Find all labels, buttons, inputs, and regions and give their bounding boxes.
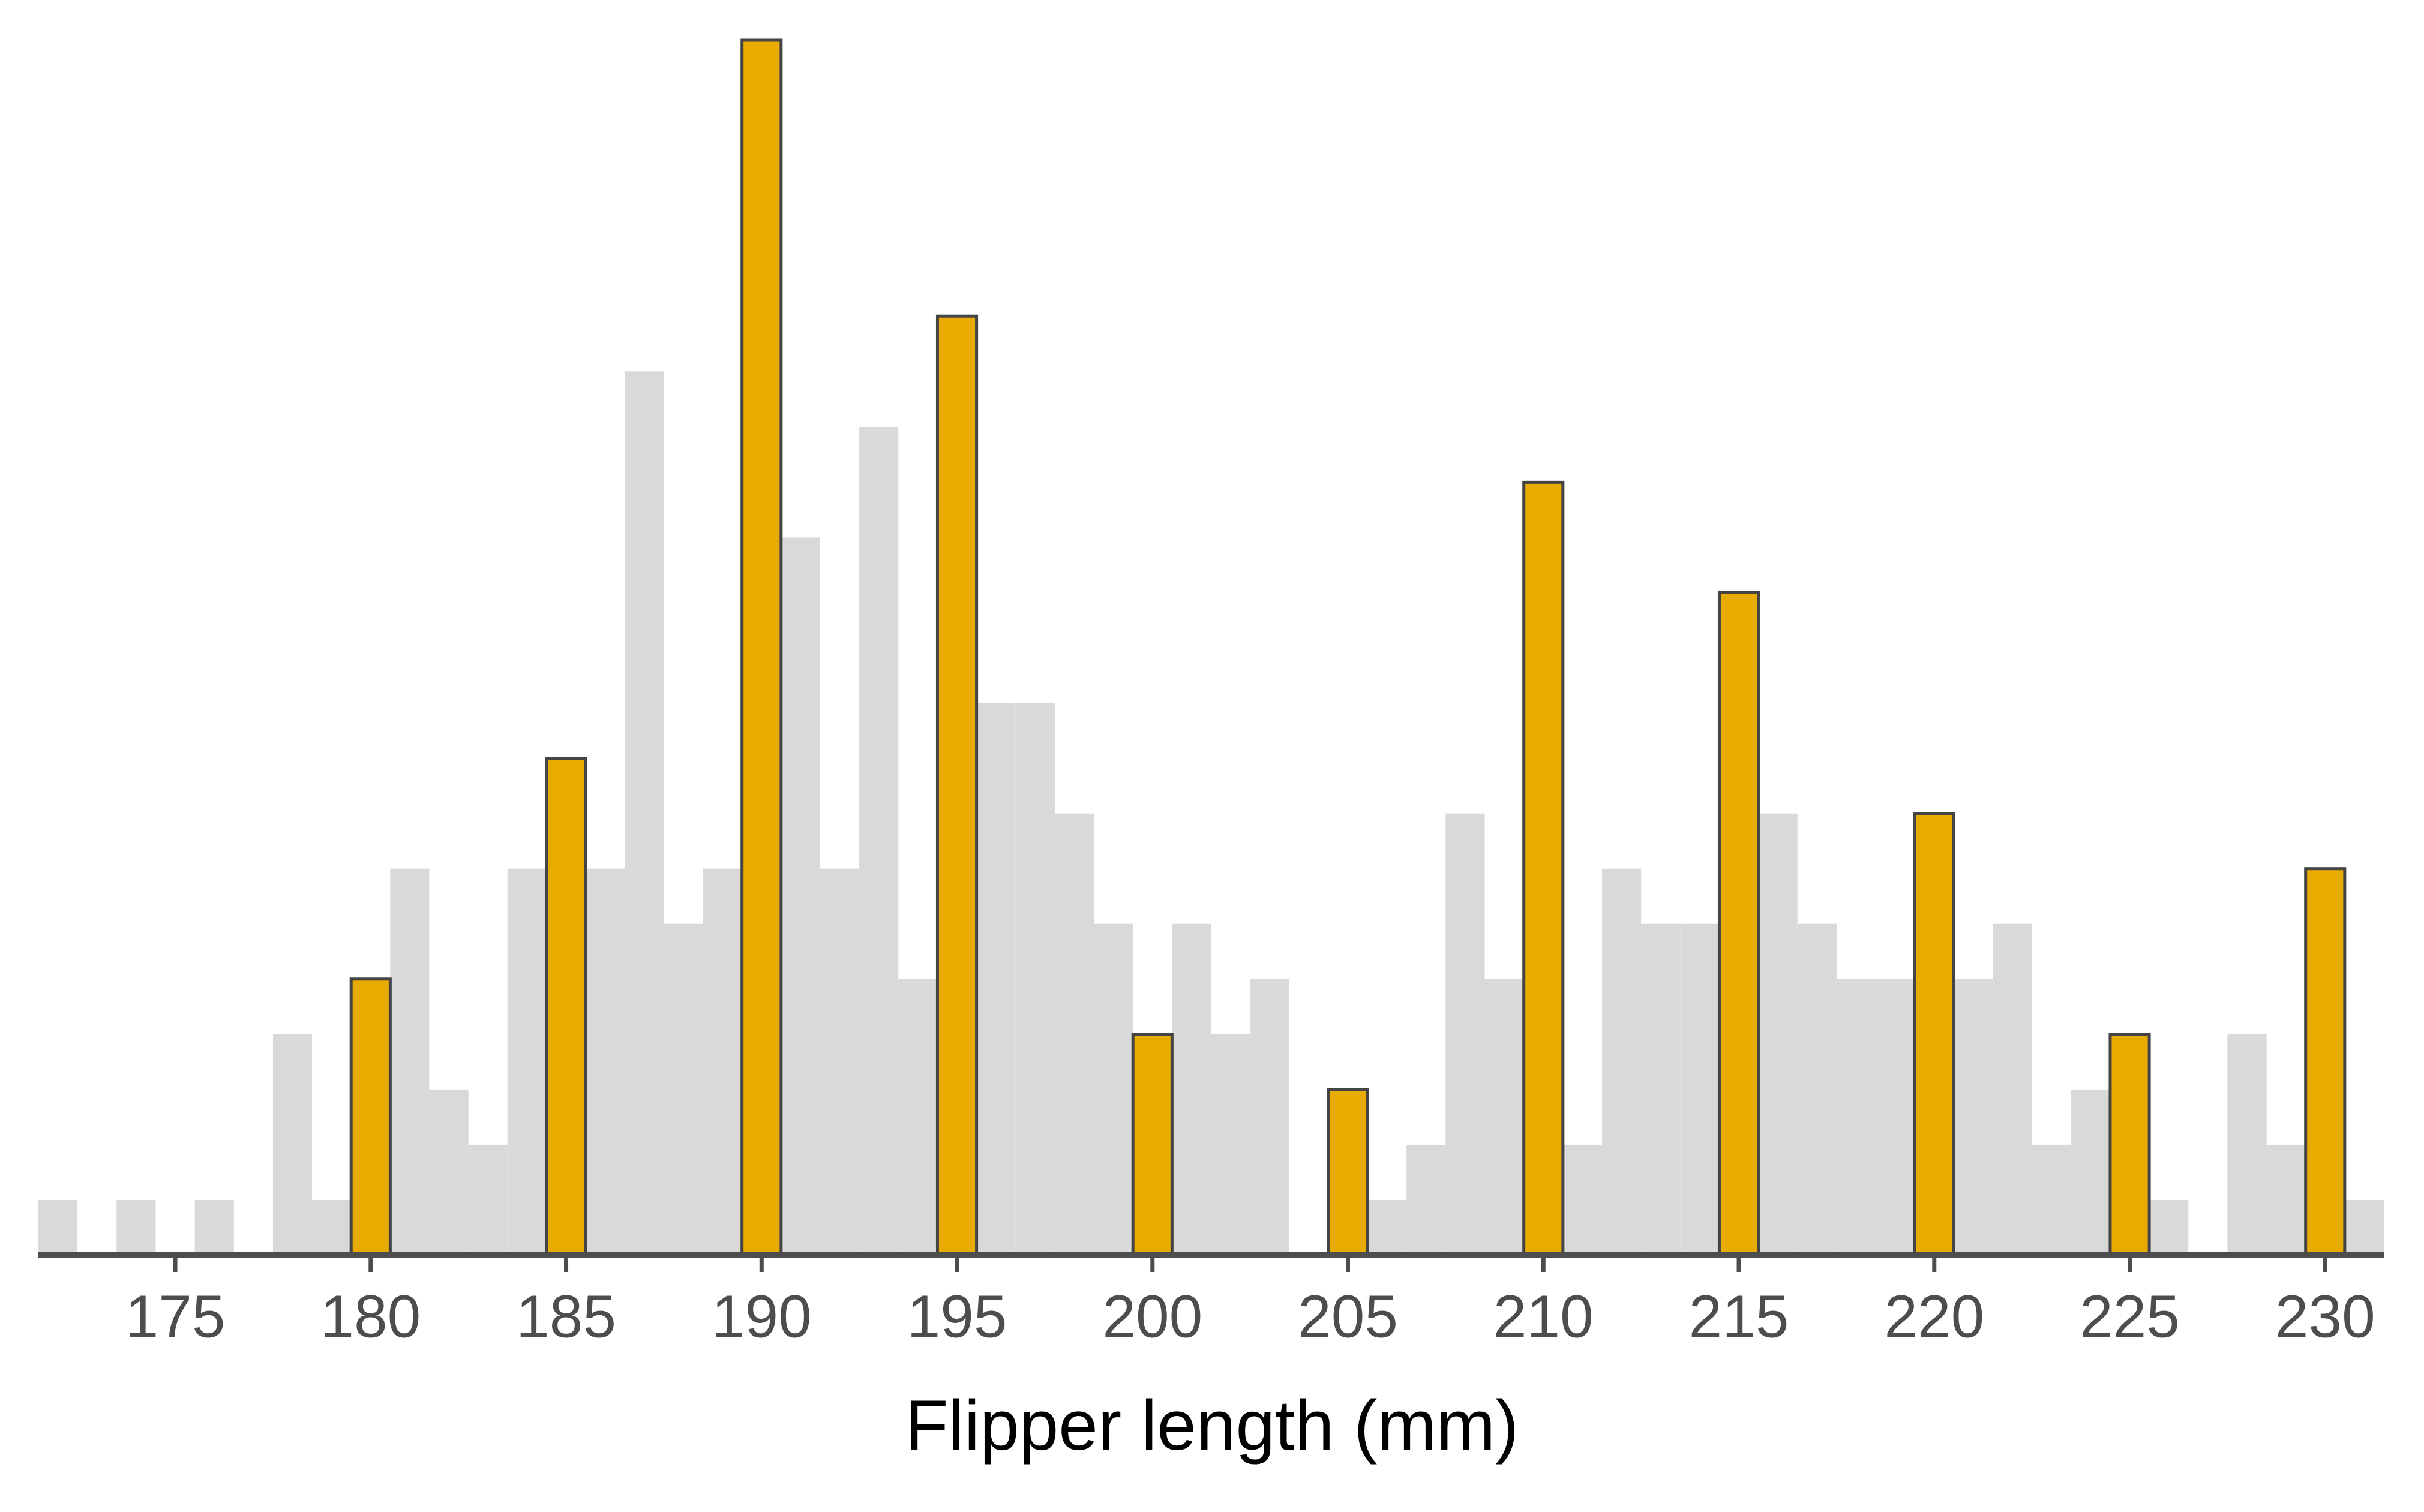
highlight-bar — [740, 38, 783, 1257]
bar — [390, 868, 430, 1255]
bar — [1954, 979, 1993, 1255]
highlight-bar — [1913, 812, 1955, 1257]
highlight-bar — [2108, 1033, 2151, 1257]
bar — [1367, 1199, 1407, 1255]
bar — [507, 868, 547, 1255]
x-tick-label: 195 — [907, 1283, 1007, 1350]
bar — [1641, 923, 1681, 1255]
bar — [586, 868, 625, 1255]
highlight-bar — [545, 757, 587, 1257]
bar — [2266, 1144, 2306, 1255]
bar — [1797, 923, 1837, 1255]
bar — [116, 1199, 156, 1255]
bar — [1015, 703, 1055, 1255]
bar — [2032, 1144, 2071, 1255]
bar — [1680, 923, 1720, 1255]
bar — [312, 1199, 352, 1255]
x-tick-label: 215 — [1689, 1283, 1789, 1350]
bar — [1602, 868, 1642, 1255]
bar — [1445, 813, 1485, 1255]
x-tick-label: 210 — [1493, 1283, 1594, 1350]
bar — [703, 868, 742, 1255]
bar — [820, 868, 860, 1255]
x-axis-title: Flipper length (mm) — [905, 1386, 1519, 1465]
bar — [1876, 979, 1915, 1255]
bar — [1406, 1144, 1446, 1255]
highlight-bar — [2304, 867, 2347, 1257]
bar — [1993, 923, 2032, 1255]
bar — [2071, 1089, 2110, 1255]
bar — [859, 427, 899, 1256]
bar — [2149, 1199, 2189, 1255]
bar — [1484, 979, 1524, 1255]
x-tick-label: 175 — [125, 1283, 226, 1350]
bar — [429, 1089, 469, 1255]
bar — [625, 371, 664, 1255]
bar — [898, 979, 938, 1255]
bar — [1250, 979, 1289, 1255]
bar — [2227, 1034, 2267, 1255]
bar — [1758, 813, 1798, 1255]
bar — [976, 703, 1016, 1255]
bar — [2344, 1199, 2384, 1255]
x-axis: 175 180 185 190 195 200 205 210 215 220 225 230 — [38, 1252, 2384, 1350]
bar — [1836, 979, 1876, 1255]
bar — [664, 923, 703, 1255]
bar — [1094, 923, 1133, 1255]
highlight-bar — [1717, 590, 1760, 1257]
highlight-bar — [1522, 480, 1565, 1257]
x-tick-label: 205 — [1298, 1283, 1398, 1350]
bar — [38, 1199, 78, 1255]
x-tick-label: 180 — [320, 1283, 421, 1350]
bar — [1054, 813, 1094, 1255]
bar — [272, 1034, 313, 1255]
highlight-bar — [349, 977, 392, 1257]
bars — [38, 38, 2384, 1257]
bar — [1172, 923, 1211, 1255]
x-tick-label: 190 — [712, 1283, 812, 1350]
bar — [1562, 1144, 1602, 1255]
x-tick-label: 225 — [2080, 1283, 2180, 1350]
x-tick-label: 220 — [1884, 1283, 1984, 1350]
x-tick-label: 230 — [2275, 1283, 2375, 1350]
highlight-bar — [935, 314, 979, 1257]
bar — [1211, 1034, 1250, 1255]
x-tick-label: 200 — [1102, 1283, 1202, 1350]
bar — [781, 537, 820, 1255]
bar — [468, 1144, 508, 1255]
x-tick-label: 185 — [516, 1283, 616, 1350]
bar — [194, 1199, 234, 1255]
highlight-bar — [1327, 1088, 1369, 1257]
highlight-bar — [1131, 1033, 1174, 1257]
